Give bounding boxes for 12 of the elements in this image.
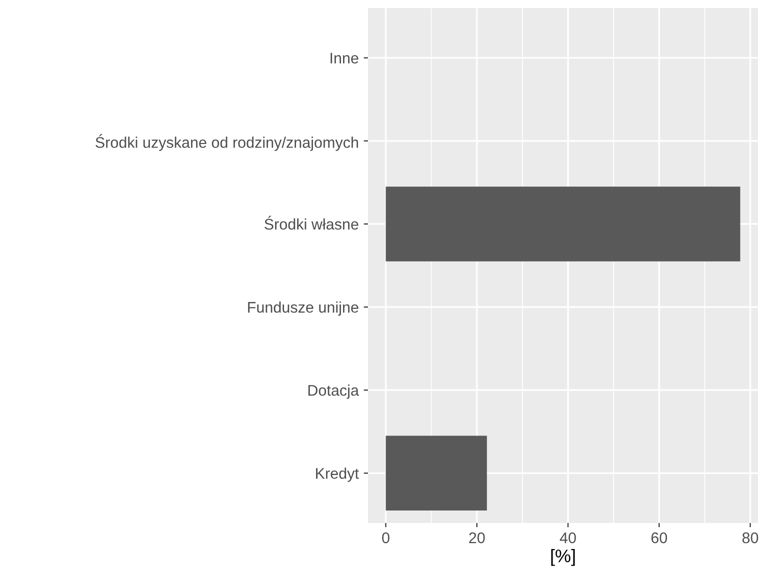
y-tick-label: Fundusze unijne [248,301,358,316]
x-tick-label: 40 [560,532,576,544]
x-axis-title: [%] [551,549,575,566]
x-tick-label: 0 [382,532,390,544]
y-tick-label: Kredyt [316,468,359,482]
x-tick-label: 80 [742,532,758,544]
y-tick-label: Inne [330,52,358,64]
x-tick-label: 60 [651,532,668,544]
x-tick-label: 20 [469,532,485,544]
y-tick-label: Dotacja [308,384,359,399]
y-tick-label: Środki uzyskane od rodziny/znajomych [96,134,358,151]
y-tick-label: Środki własne [264,216,358,230]
